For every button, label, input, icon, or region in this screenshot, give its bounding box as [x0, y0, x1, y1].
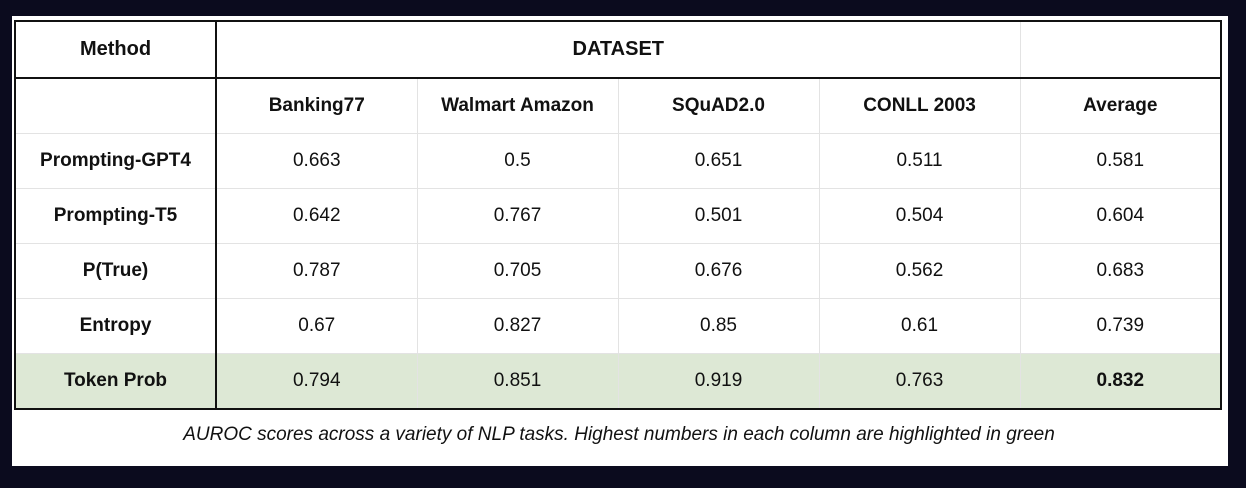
score-cell: 0.642 — [215, 188, 418, 244]
score-cell: 0.61 — [818, 298, 1021, 354]
score-cell: 0.676 — [617, 243, 820, 299]
table-row-prompting-t5: Prompting-T5 0.642 0.767 0.501 0.504 0.6… — [14, 188, 1222, 244]
score-cell: 0.851 — [416, 353, 619, 410]
score-cell: 0.794 — [215, 353, 418, 410]
column-header-conll2003: CONLL 2003 — [818, 77, 1021, 134]
header-row: Method DATASET — [14, 20, 1222, 79]
table-row-entropy: Entropy 0.67 0.827 0.85 0.61 0.739 — [14, 298, 1222, 354]
score-cell: 0.504 — [818, 188, 1021, 244]
column-header-average: Average — [1019, 77, 1222, 134]
score-cell: 0.919 — [617, 353, 820, 410]
method-header: Method — [14, 20, 217, 79]
column-header-banking77: Banking77 — [215, 77, 418, 134]
table-row-prompting-gpt4: Prompting-GPT4 0.663 0.5 0.651 0.511 0.5… — [14, 133, 1222, 189]
score-cell: 0.511 — [818, 133, 1021, 189]
average-cell: 0.832 — [1019, 353, 1222, 410]
results-figure: Method DATASET Banking77 Walmart Amazon … — [12, 16, 1228, 466]
score-cell: 0.5 — [416, 133, 619, 189]
score-cell: 0.827 — [416, 298, 619, 354]
column-header-squad2: SQuAD2.0 — [617, 77, 820, 134]
score-cell: 0.705 — [416, 243, 619, 299]
column-header-row: Banking77 Walmart Amazon SQuAD2.0 CONLL … — [14, 77, 1222, 134]
column-header-walmart-amazon: Walmart Amazon — [416, 77, 619, 134]
score-cell: 0.763 — [818, 353, 1021, 410]
score-cell: 0.562 — [818, 243, 1021, 299]
score-cell: 0.663 — [215, 133, 418, 189]
column-header-empty — [14, 77, 217, 134]
score-cell: 0.85 — [617, 298, 820, 354]
average-cell: 0.604 — [1019, 188, 1222, 244]
method-label: Entropy — [14, 298, 217, 354]
average-cell: 0.581 — [1019, 133, 1222, 189]
score-cell: 0.787 — [215, 243, 418, 299]
method-label: Prompting-GPT4 — [14, 133, 217, 189]
results-table: Method DATASET Banking77 Walmart Amazon … — [14, 20, 1223, 410]
table-row-p-true: P(True) 0.787 0.705 0.676 0.562 0.683 — [14, 243, 1222, 299]
header-empty-cell — [1019, 20, 1222, 79]
score-cell: 0.67 — [215, 298, 418, 354]
score-cell: 0.767 — [416, 188, 619, 244]
dataset-header: DATASET — [215, 20, 1021, 79]
score-cell: 0.501 — [617, 188, 820, 244]
average-cell: 0.739 — [1019, 298, 1222, 354]
score-cell: 0.651 — [617, 133, 820, 189]
method-label: P(True) — [14, 243, 217, 299]
table-row-token-prob: Token Prob 0.794 0.851 0.919 0.763 0.832 — [14, 353, 1222, 410]
method-label: Token Prob — [14, 353, 217, 410]
method-label: Prompting-T5 — [14, 188, 217, 244]
average-cell: 0.683 — [1019, 243, 1222, 299]
table-caption: AUROC scores across a variety of NLP tas… — [183, 424, 1055, 445]
